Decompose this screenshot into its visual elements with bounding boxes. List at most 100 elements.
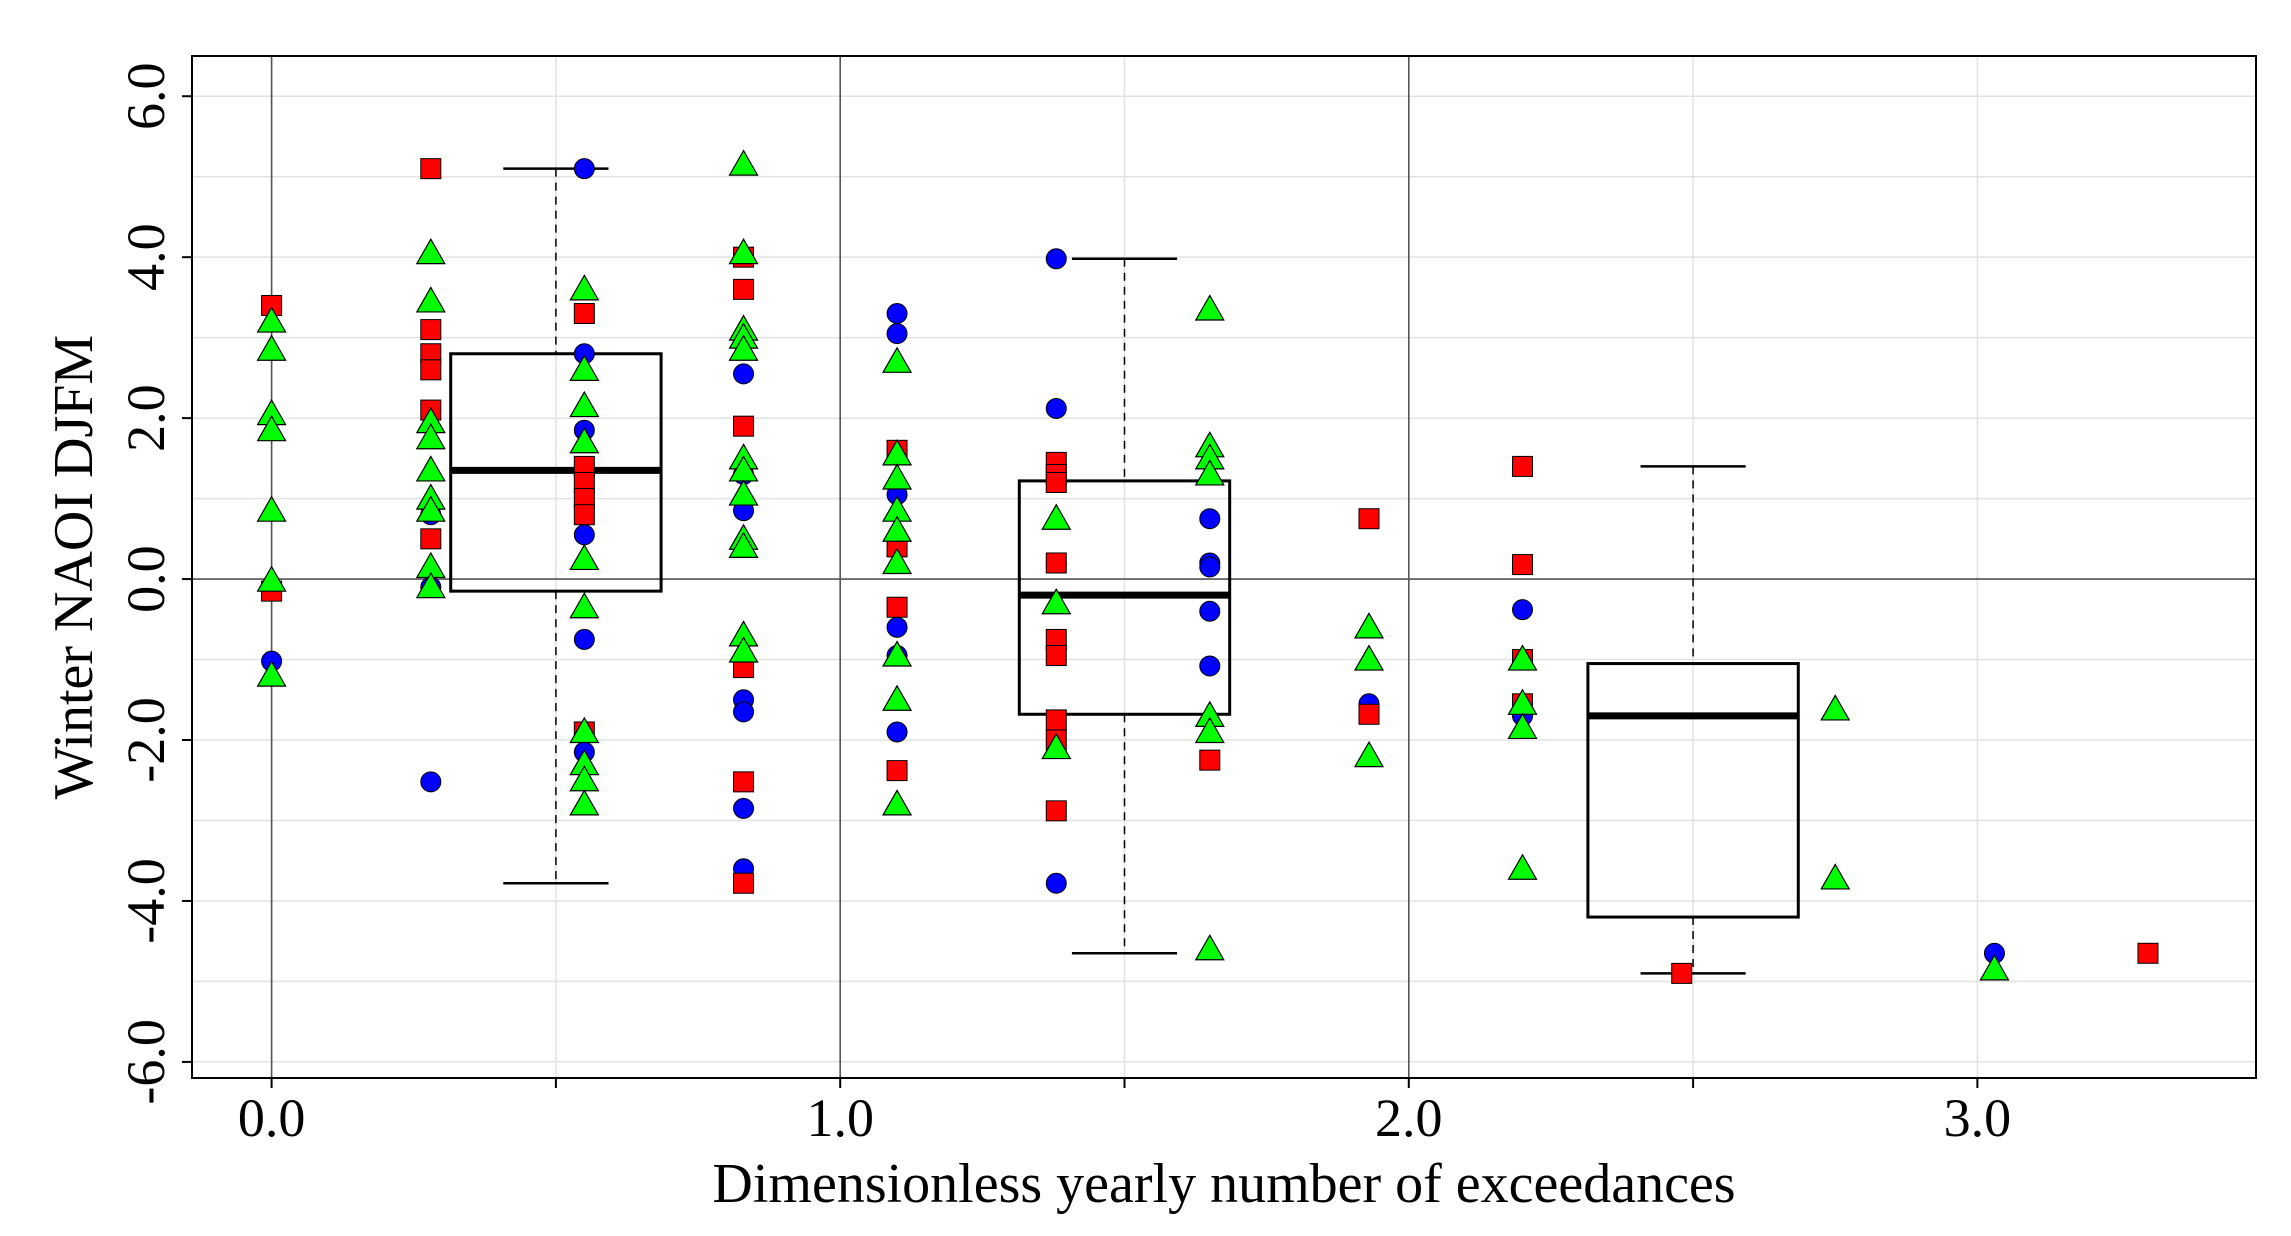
point-green-triangle (256, 495, 287, 522)
point-green-triangle (256, 565, 287, 592)
plot-frame (191, 55, 2257, 1079)
boxplot-box (1586, 662, 1800, 919)
point-blue-circle (1199, 556, 1221, 578)
y-tick-label: 6.0 (116, 62, 176, 130)
point-green-triangle (569, 716, 600, 744)
point-green-triangle (1820, 863, 1851, 890)
point-red-square (1045, 645, 1067, 667)
point-green-triangle (728, 479, 759, 506)
y-tick-label: 4.0 (116, 223, 176, 291)
point-blue-circle (1199, 655, 1221, 677)
point-green-triangle (1194, 459, 1225, 486)
point-green-triangle (569, 390, 600, 418)
point-red-square (1512, 455, 1534, 477)
point-red-square (2137, 942, 2159, 964)
point-red-square (1045, 472, 1067, 494)
point-red-square (1045, 709, 1067, 731)
y-tick-label: -2.0 (116, 697, 176, 782)
y-tick-label: 2.0 (116, 384, 176, 452)
point-red-square (1358, 703, 1380, 725)
point-red-square (886, 596, 908, 618)
point-green-triangle (569, 789, 600, 816)
point-green-triangle (882, 515, 913, 542)
point-green-triangle (1194, 934, 1225, 961)
point-red-square (1045, 552, 1067, 574)
point-green-triangle (415, 495, 446, 522)
point-red-square (733, 415, 755, 437)
point-green-triangle (1979, 954, 2010, 981)
x-tick-label: 1.0 (806, 1088, 874, 1148)
point-green-triangle (569, 354, 600, 381)
point-blue-circle (886, 616, 908, 638)
axes: 0.0 1.0 2.0 3.0 -6.0 -4.0 -2.0 0.0 2.0 4.0 6.0 (116, 62, 2011, 1148)
point-green-triangle (728, 531, 759, 558)
point-green-triangle (882, 789, 913, 816)
point-green-triangle (256, 414, 287, 442)
y-tick-label: -4.0 (116, 858, 176, 943)
x-tick-label: 3.0 (1944, 1088, 2012, 1148)
point-green-triangle (882, 346, 913, 373)
point-red-square (1199, 749, 1221, 771)
point-blue-circle (573, 158, 595, 180)
point-red-square (420, 319, 442, 341)
point-blue-circle (1045, 397, 1067, 419)
x-axis-title: Dimensionless yearly number of exceedanc… (712, 1153, 1735, 1215)
point-red-square (573, 303, 595, 325)
point-blue-circle (573, 524, 595, 546)
point-red-square (1671, 962, 1693, 984)
point-blue-circle (886, 721, 908, 743)
point-blue-circle (733, 363, 755, 385)
point-green-triangle (1041, 503, 1072, 530)
y-tick-label: -6.0 (116, 1019, 176, 1104)
point-blue-circle (886, 303, 908, 325)
point-green-triangle (1041, 732, 1072, 760)
point-green-triangle (1507, 644, 1538, 671)
point-green-triangle (415, 237, 446, 265)
point-green-triangle (1507, 853, 1538, 880)
point-blue-circle (1045, 248, 1067, 270)
point-red-square (1358, 508, 1380, 530)
point-green-triangle (569, 543, 600, 571)
point-blue-circle (733, 797, 755, 819)
point-blue-circle (1045, 872, 1067, 894)
point-green-triangle (1353, 740, 1385, 768)
point-green-triangle (1041, 588, 1072, 615)
point-green-triangle (415, 286, 446, 313)
point-green-triangle (1820, 694, 1851, 721)
y-axis-title: Winter NAOI DJFM (43, 335, 105, 799)
point-green-triangle (728, 334, 759, 361)
point-blue-circle (886, 323, 908, 345)
y-tick-label: 0.0 (116, 545, 176, 613)
point-green-triangle (256, 334, 287, 361)
point-red-square (1512, 554, 1534, 576)
point-green-triangle (728, 636, 759, 663)
point-green-triangle (256, 660, 287, 687)
point-red-square (733, 872, 755, 894)
point-green-triangle (415, 423, 446, 450)
point-green-triangle (728, 237, 759, 265)
point-red-square (733, 278, 755, 300)
point-green-triangle (415, 455, 446, 482)
point-green-triangle (882, 547, 913, 575)
point-red-square (573, 504, 595, 526)
point-green-triangle (569, 274, 600, 301)
point-green-triangle (256, 306, 287, 333)
point-blue-circle (1512, 599, 1534, 621)
point-green-triangle (882, 463, 913, 490)
point-green-triangle (569, 592, 600, 619)
point-green-triangle (1194, 294, 1225, 321)
point-blue-circle (733, 701, 755, 723)
point-green-triangle (1353, 612, 1385, 639)
boxplots (449, 167, 1800, 975)
point-green-triangle (1507, 712, 1538, 740)
point-blue-circle (420, 771, 442, 793)
point-green-triangle (569, 427, 600, 454)
point-red-square (886, 760, 908, 782)
point-green-triangle (415, 571, 446, 599)
point-green-triangle (882, 684, 913, 711)
point-red-square (733, 771, 755, 793)
point-green-triangle (1353, 644, 1385, 671)
x-tick-label: 2.0 (1375, 1088, 1443, 1148)
point-red-square (420, 158, 442, 180)
